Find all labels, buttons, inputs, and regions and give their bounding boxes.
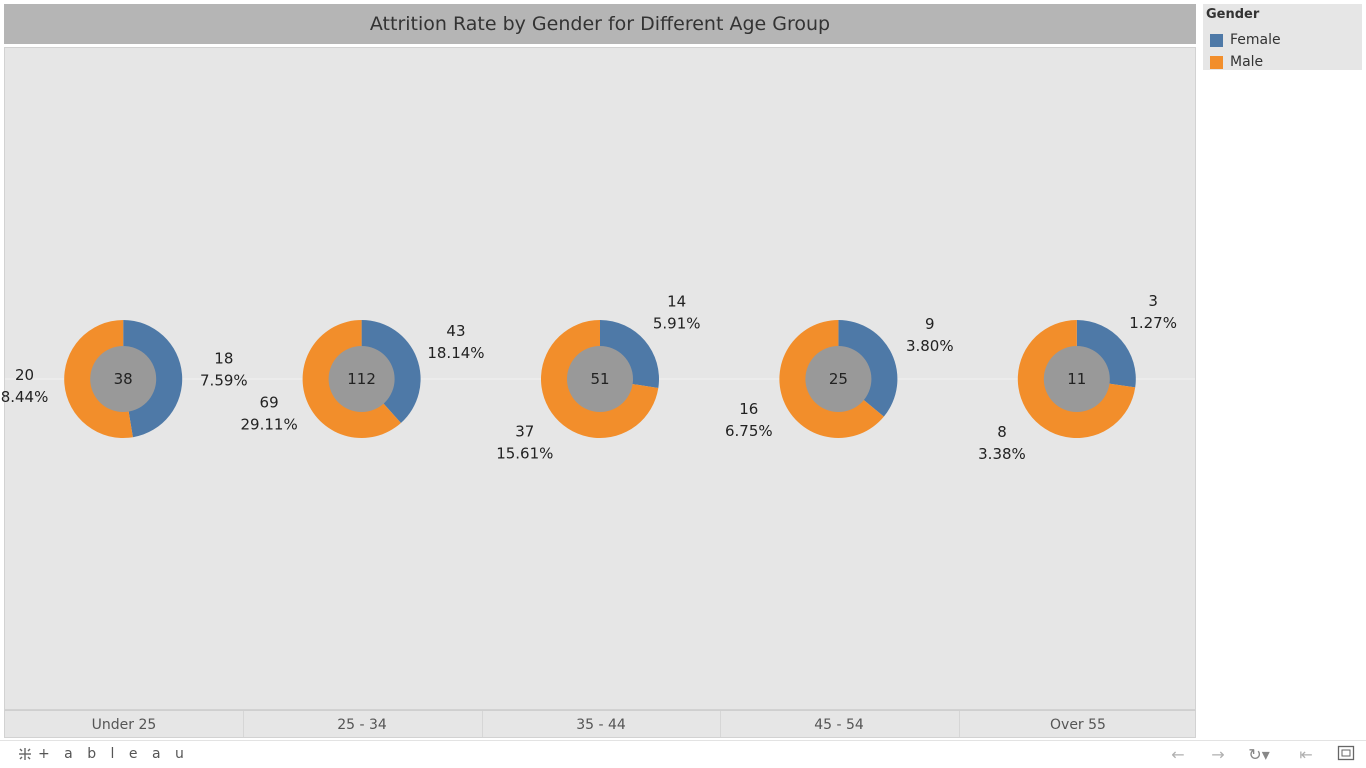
x-tick-label: 35 - 44 xyxy=(576,717,626,733)
reset-icon[interactable]: ⇤ xyxy=(1299,745,1313,764)
donut-total-label: 25 xyxy=(829,370,848,388)
male-count-label: 8 xyxy=(997,423,1007,441)
x-tick-label: 25 - 34 xyxy=(337,717,387,733)
donut-total-label: 51 xyxy=(590,370,609,388)
legend-label-male: Male xyxy=(1230,54,1264,70)
female-percent-label: 5.91% xyxy=(653,314,701,332)
female-percent-label: 3.80% xyxy=(906,337,954,355)
tableau-logo-icon xyxy=(19,748,31,760)
donut-total-label: 11 xyxy=(1067,370,1086,388)
tableau-logo[interactable]: + a b l e a u xyxy=(16,745,189,763)
forward-arrow-icon[interactable]: → xyxy=(1211,745,1225,764)
fullscreen-icon[interactable] xyxy=(1335,745,1357,765)
male-count-label: 69 xyxy=(260,393,279,411)
x-tick-label: Over 55 xyxy=(1050,717,1106,733)
x-tick-label: Under 25 xyxy=(91,717,157,733)
x-axis: Under 25 25 - 34 35 - 44 45 - 54 Over 55 xyxy=(4,710,1196,738)
male-count-label: 37 xyxy=(515,422,534,440)
donut-center[interactable] xyxy=(90,346,157,412)
viz-toolbar: + a b l e a u ← → ↻▾ ⇤ xyxy=(0,740,1366,768)
male-percent-label: 15.61% xyxy=(496,444,553,462)
female-count-label: 9 xyxy=(925,315,935,333)
male-percent-label: 8.44% xyxy=(1,388,49,406)
male-count-label: 16 xyxy=(739,400,758,418)
donut-center[interactable] xyxy=(328,346,395,412)
revert-icon[interactable]: ↻▾ xyxy=(1248,745,1270,764)
female-percent-label: 7.59% xyxy=(200,372,248,390)
axis-separator xyxy=(243,711,244,737)
female-count-label: 14 xyxy=(667,292,686,310)
male-count-label: 20 xyxy=(15,366,34,384)
male-percent-label: 6.75% xyxy=(725,422,773,440)
donut-center[interactable] xyxy=(1043,346,1110,412)
tableau-logo-text: + a b l e a u xyxy=(38,746,189,762)
legend: Gender Female Male xyxy=(1203,4,1362,70)
axis-separator xyxy=(482,711,483,737)
female-count-label: 18 xyxy=(214,350,233,368)
female-count-label: 3 xyxy=(1148,292,1158,310)
legend-swatch-male xyxy=(1210,55,1223,69)
axis-separator xyxy=(959,711,960,737)
donut-center[interactable] xyxy=(567,346,633,412)
legend-title: Gender xyxy=(1206,7,1260,22)
donut-total-label: 112 xyxy=(347,370,376,388)
female-count-label: 43 xyxy=(446,322,465,340)
donut-center[interactable] xyxy=(805,346,872,412)
male-percent-label: 3.38% xyxy=(978,445,1026,463)
legend-swatch-female xyxy=(1210,33,1223,47)
female-percent-label: 1.27% xyxy=(1129,314,1177,332)
donut-total-label: 38 xyxy=(114,370,133,388)
male-percent-label: 29.11% xyxy=(241,415,298,433)
donut-chart: 38187.59%208.44%1124318.14%6929.11%51145… xyxy=(1,292,1195,463)
legend-item-female[interactable]: Female xyxy=(1210,32,1281,48)
x-tick-label: 45 - 54 xyxy=(814,717,864,733)
chart-title: Attrition Rate by Gender for Different A… xyxy=(369,13,831,35)
female-percent-label: 18.14% xyxy=(427,344,484,362)
chart-title-bar: Attrition Rate by Gender for Different A… xyxy=(4,4,1196,44)
legend-item-male[interactable]: Male xyxy=(1210,54,1263,70)
axis-separator xyxy=(720,711,721,737)
back-arrow-icon[interactable]: ← xyxy=(1171,745,1185,764)
legend-label-female: Female xyxy=(1230,32,1281,48)
